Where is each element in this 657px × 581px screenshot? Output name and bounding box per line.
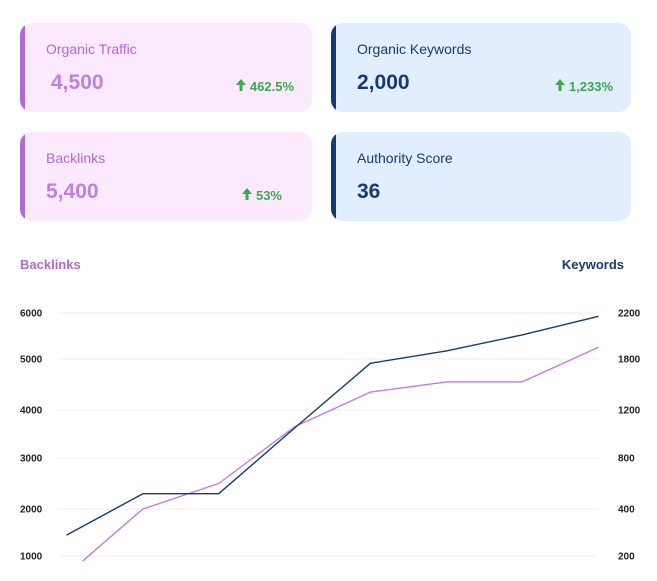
right-tick-label: 1800 <box>618 355 641 366</box>
card-change: 462.5% <box>235 79 294 95</box>
arrow-up-icon <box>241 188 252 204</box>
organic-traffic-card[interactable]: Organic Traffic 4,500 462.5% <box>20 23 312 112</box>
card-accent-bar <box>20 23 25 112</box>
card-value: 4,500 <box>51 71 104 94</box>
card-value: 5,400 <box>46 180 99 203</box>
card-title: Backlinks <box>46 150 106 166</box>
arrow-up-icon <box>235 79 246 95</box>
right-tick-label: 1200 <box>618 406 641 417</box>
left-tick-label: 4000 <box>20 406 43 417</box>
left-axis-title: Backlinks <box>20 257 81 272</box>
card-change-value: 462.5% <box>249 79 294 94</box>
card-change-value: 1,233% <box>568 79 613 94</box>
left-tick-label: 5000 <box>20 355 43 366</box>
card-change: 1,233% <box>554 79 613 95</box>
series-line-backlinks <box>82 346 599 562</box>
left-tick-label: 1000 <box>20 552 43 563</box>
arrow-up-icon <box>554 79 565 95</box>
card-title: Organic Traffic <box>46 41 137 57</box>
card-change-value: 53% <box>255 188 282 203</box>
card-change: 53% <box>241 188 282 204</box>
left-tick-label: 6000 <box>20 309 43 320</box>
card-value: 2,000 <box>357 71 410 94</box>
series-line-keywords <box>66 315 599 536</box>
left-tick-label: 2000 <box>20 505 43 516</box>
backlinks-card[interactable]: Backlinks 5,400 53% <box>20 132 312 221</box>
card-accent-bar <box>331 23 336 112</box>
right-tick-label: 2200 <box>618 309 641 320</box>
right-axis-title: Keywords <box>561 257 624 272</box>
card-title: Authority Score <box>357 150 453 166</box>
authority-score-card[interactable]: Authority Score 36 <box>331 132 631 221</box>
right-tick-label: 200 <box>618 552 635 563</box>
card-title: Organic Keywords <box>357 41 472 57</box>
right-tick-label: 800 <box>618 454 635 465</box>
right-tick-label: 400 <box>618 505 635 516</box>
dual-axis-line-chart: 6000 5000 4000 3000 2000 1000 2200 1800 1200 800 4… <box>20 309 641 563</box>
left-tick-label: 3000 <box>20 454 43 465</box>
organic-keywords-card[interactable]: Organic Keywords 2,000 1,233% <box>331 23 631 112</box>
card-accent-bar <box>331 132 336 221</box>
card-value: 36 <box>357 180 381 203</box>
card-accent-bar <box>20 132 25 221</box>
